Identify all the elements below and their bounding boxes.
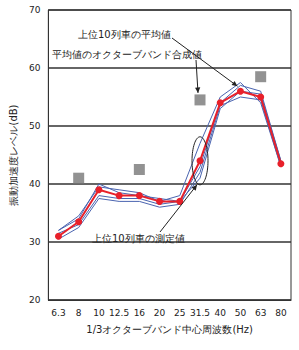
svg-text:1/3オクターブバンド中心周波数(Hz): 1/3オクターブバンド中心周波数(Hz) bbox=[86, 324, 253, 335]
svg-text:60: 60 bbox=[29, 63, 41, 73]
svg-text:10: 10 bbox=[93, 308, 105, 318]
svg-text:50: 50 bbox=[235, 308, 247, 318]
svg-text:20: 20 bbox=[29, 295, 41, 305]
svg-text:30: 30 bbox=[29, 237, 41, 247]
svg-text:6.3: 6.3 bbox=[51, 308, 65, 318]
svg-text:上位10列車の測定値: 上位10列車の測定値 bbox=[92, 233, 185, 244]
svg-text:20: 20 bbox=[154, 308, 166, 318]
svg-text:平均値のオクターブバンド合成値: 平均値のオクターブバンド合成値 bbox=[52, 49, 202, 60]
svg-text:63: 63 bbox=[255, 308, 266, 318]
svg-text:40: 40 bbox=[29, 179, 41, 189]
svg-text:31.5: 31.5 bbox=[190, 308, 210, 318]
svg-text:70: 70 bbox=[29, 5, 41, 15]
svg-text:8: 8 bbox=[76, 308, 82, 318]
svg-text:12.5: 12.5 bbox=[109, 308, 129, 318]
svg-text:振動加速度レベル(dB): 振動加速度レベル(dB) bbox=[8, 104, 19, 205]
svg-text:16: 16 bbox=[134, 308, 146, 318]
svg-text:50: 50 bbox=[29, 121, 41, 131]
svg-text:80: 80 bbox=[275, 308, 287, 318]
svg-text:40: 40 bbox=[215, 308, 227, 318]
svg-text:上位10列車の平均値: 上位10列車の平均値 bbox=[78, 29, 171, 40]
svg-text:25: 25 bbox=[174, 308, 185, 318]
